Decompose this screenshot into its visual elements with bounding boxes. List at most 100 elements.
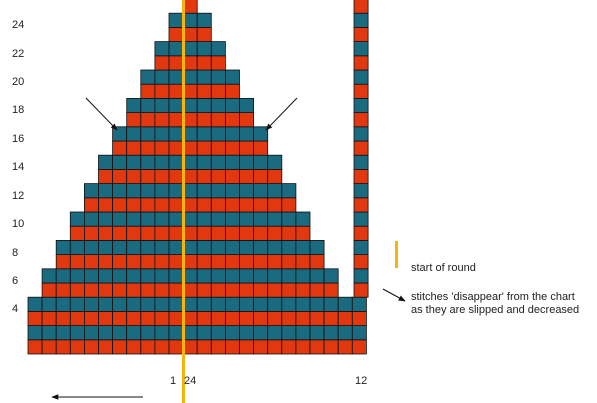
stitch-cell [84,197,99,213]
stitch-cell [182,239,198,255]
stitch-cell [168,239,184,255]
stitch-cell [210,183,226,199]
stitch-cell [281,254,297,270]
stitch-cell [84,310,99,326]
stitch-cell [196,296,212,312]
stitch-cell [210,41,226,57]
stitch-cell [196,197,212,213]
stitch-cell [309,339,325,355]
side-stitch-cell [353,26,369,42]
stitch-cell [182,69,198,85]
stitch-cell [281,183,297,199]
stitch-cell [140,98,156,114]
stitch-cell [55,254,71,270]
stitch-cell [267,325,283,341]
stitch-cell [112,197,128,213]
stitch-cell [112,154,128,170]
stitch-cell [98,225,114,241]
stitch-cell [196,154,212,170]
stitch-cell [98,268,114,284]
stitch-cell [253,126,269,142]
side-stitch-cell [353,0,369,14]
row-label: 20 [12,76,24,88]
stitch-cell [55,310,71,326]
stitch-cell [295,282,311,298]
stitch-cell [69,339,85,355]
stitch-cell [98,310,114,326]
stitch-cell [210,296,226,312]
stitch-cell [154,41,170,57]
stitch-cell [253,225,269,241]
side-stitch-cell [353,254,369,270]
stitch-cell [140,268,156,284]
stitch-cell [154,211,170,227]
stitch-cell [351,339,367,355]
stitch-cell [140,325,156,341]
side-stitch-column [353,0,369,298]
stitch-cell [295,339,311,355]
side-stitch-cell [353,211,369,227]
stitch-cell [281,339,297,355]
stitch-cell [140,69,156,85]
stitch-cell [168,183,184,199]
row-labels: 4 6 8 10 12 14 16 18 20 22 24 [12,19,24,315]
stitch-cell [253,296,269,312]
stitch-cell [224,140,240,156]
stitch-cell [239,197,255,213]
stitch-cell [239,211,255,227]
stitch-cell [98,168,114,184]
stitch-cell [239,154,255,170]
stitch-cell [182,211,198,227]
side-stitch-cell [353,126,369,142]
stitch-cell [140,239,156,255]
stitch-cell [337,296,353,312]
stitch-cell [196,325,212,341]
stitch-cell [126,254,142,270]
stitch-cell [112,211,128,227]
stitch-cell [140,126,156,142]
stitch-cell [239,98,255,114]
stitch-cell [351,325,367,341]
stitch-cell [126,140,142,156]
stitch-cell [55,339,71,355]
stitch-cell [154,268,170,284]
stitch-cell [337,339,353,355]
stitch-cell [112,183,128,199]
stitch-cell [140,296,156,312]
stitch-cell [210,126,226,142]
stitch-cell [196,140,212,156]
stitch-cell [196,168,212,184]
stitch-cell [168,268,184,284]
stitch-cell [253,211,269,227]
row-label: 14 [12,161,24,173]
stitch-cell [196,126,212,142]
stitch-cell [55,268,71,284]
column-label-first: 1 [170,375,176,387]
stitch-cell [210,69,226,85]
stitch-cell [140,83,156,99]
stitch-cell [182,26,198,42]
stitch-cell [112,310,128,326]
stitch-cell [126,112,142,128]
stitch-cell [239,112,255,128]
stitch-cell [210,140,226,156]
stitch-cell [267,268,283,284]
stitch-cell [210,112,226,128]
stitch-cell [126,168,142,184]
stitch-cell [281,310,297,326]
column-label-center: 24 [184,375,196,387]
stitch-cell [140,168,156,184]
stitch-cell [224,239,240,255]
stitch-cell [239,183,255,199]
stitch-cell [55,239,71,255]
row-label: 12 [12,190,24,202]
stitch-cell [84,239,99,255]
stitch-cell [351,296,367,312]
stitch-cell [168,254,184,270]
stitch-cell [168,55,184,71]
side-stitch-cell [353,83,369,99]
stitch-cell [196,41,212,57]
stitch-cell [140,112,156,128]
stitch-cell [196,239,212,255]
stitch-cell [210,310,226,326]
